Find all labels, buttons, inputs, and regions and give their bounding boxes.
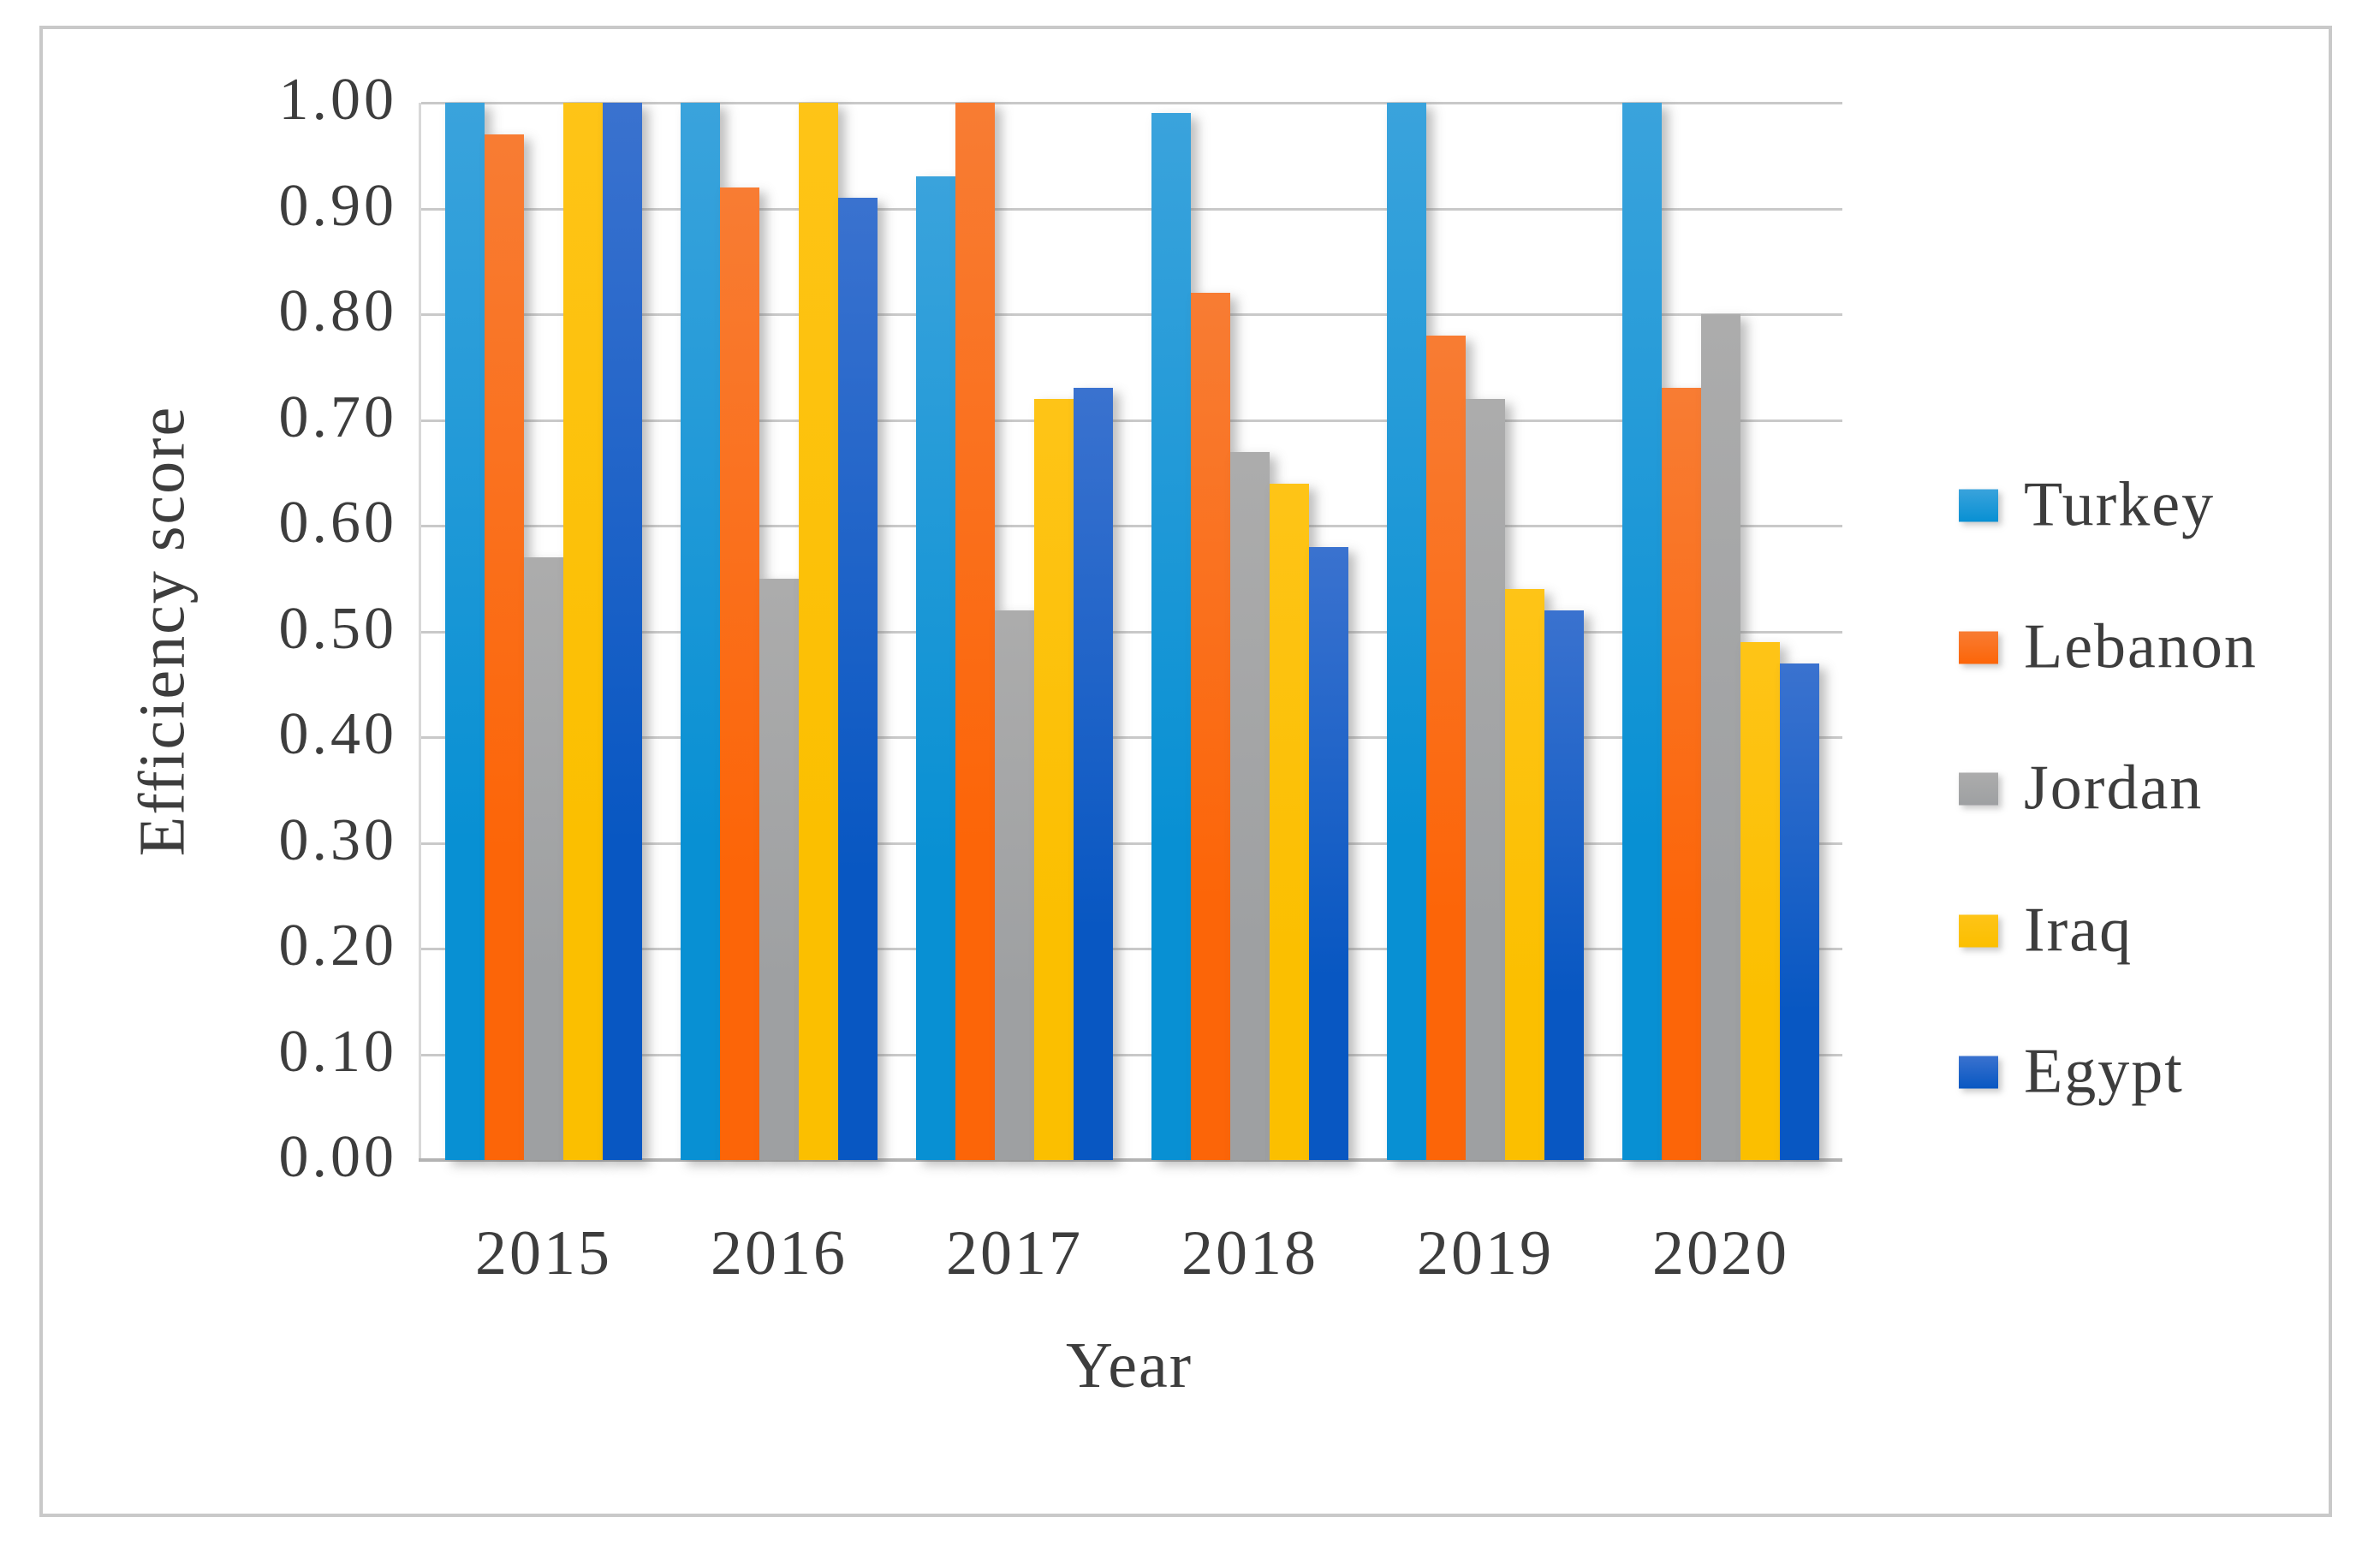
x-tick-label-2019: 2019 [1417, 1218, 1554, 1288]
legend-swatch-icon [1959, 772, 1998, 805]
y-tick-label: 0.80 [278, 277, 397, 344]
legend-swatch-icon [1959, 631, 1998, 663]
legend-item-jordan: Jordan [1959, 753, 2203, 825]
legend-item-iraq: Iraq [1959, 895, 2133, 967]
bar-iraq-2016 [799, 103, 838, 1160]
y-tick-label: 1.00 [278, 66, 397, 133]
y-tick-label: 0.60 [278, 489, 397, 556]
bar-iraq-2019 [1505, 589, 1544, 1160]
bar-iraq-2018 [1270, 484, 1309, 1160]
bar-jordan-2019 [1466, 399, 1505, 1160]
y-axis-title: Efficiency score [126, 405, 199, 857]
bar-egypt-2018 [1309, 547, 1348, 1160]
legend-item-lebanon: Lebanon [1959, 611, 2258, 684]
x-tick-label-2017: 2017 [946, 1218, 1083, 1288]
bar-turkey-2015 [445, 103, 485, 1160]
legend-label: Egypt [2024, 1036, 2184, 1107]
bar-iraq-2017 [1034, 399, 1074, 1160]
x-tick-label-2018: 2018 [1181, 1218, 1318, 1288]
legend-label: Jordan [2024, 753, 2204, 824]
y-tick-label: 0.40 [278, 700, 397, 767]
x-axis-line [419, 1158, 1842, 1162]
bar-egypt-2019 [1544, 610, 1584, 1160]
gridline [421, 313, 1842, 316]
legend-item-egypt: Egypt [1959, 1036, 2184, 1109]
x-tick-label-2015: 2015 [475, 1218, 612, 1288]
y-tick-label: 0.90 [278, 172, 397, 239]
bar-iraq-2020 [1740, 642, 1780, 1160]
y-tick-label: 0.00 [278, 1123, 397, 1190]
x-axis-title: Year [1065, 1330, 1193, 1401]
y-tick-label: 0.20 [278, 912, 397, 979]
x-tick-label-2020: 2020 [1652, 1218, 1789, 1288]
bar-turkey-2016 [681, 103, 720, 1160]
legend-swatch-icon [1959, 1056, 1998, 1088]
gridline [421, 525, 1842, 527]
bar-turkey-2017 [916, 176, 955, 1160]
y-tick-label: 0.30 [278, 806, 397, 873]
legend-swatch-icon [1959, 489, 1998, 521]
bar-jordan-2016 [759, 579, 799, 1160]
bar-egypt-2020 [1780, 663, 1819, 1160]
y-tick-label: 0.70 [278, 384, 397, 450]
gridline [421, 102, 1842, 104]
gridline [421, 842, 1842, 845]
legend-label: Lebanon [2024, 611, 2258, 682]
bar-egypt-2017 [1074, 388, 1113, 1160]
x-tick-label-2016: 2016 [711, 1218, 848, 1288]
gridline [421, 208, 1842, 211]
y-tick-label: 0.50 [278, 595, 397, 662]
gridline [421, 631, 1842, 634]
y-tick-label: 0.10 [278, 1018, 397, 1085]
gridline [421, 1054, 1842, 1056]
bar-lebanon-2017 [955, 103, 995, 1160]
bar-turkey-2019 [1387, 103, 1426, 1160]
gridline [421, 736, 1842, 739]
bar-iraq-2015 [563, 103, 603, 1160]
legend-label: Turkey [2024, 469, 2216, 540]
bar-jordan-2015 [524, 557, 563, 1160]
legend-item-turkey: Turkey [1959, 469, 2215, 542]
bar-turkey-2020 [1622, 103, 1662, 1160]
bar-jordan-2017 [995, 610, 1034, 1160]
bar-turkey-2018 [1151, 113, 1191, 1160]
legend-label: Iraq [2024, 895, 2133, 966]
bar-lebanon-2015 [485, 134, 524, 1160]
bar-egypt-2015 [603, 103, 642, 1160]
plot-area [419, 102, 1842, 1162]
bar-lebanon-2016 [720, 187, 759, 1160]
bar-lebanon-2020 [1662, 388, 1701, 1160]
bar-jordan-2018 [1230, 452, 1270, 1160]
bar-lebanon-2018 [1191, 293, 1230, 1160]
gridline [421, 419, 1842, 422]
legend-swatch-icon [1959, 914, 1998, 947]
gridline [421, 948, 1842, 950]
bar-egypt-2016 [838, 198, 878, 1160]
bar-jordan-2020 [1701, 314, 1740, 1160]
bar-lebanon-2019 [1426, 336, 1466, 1160]
